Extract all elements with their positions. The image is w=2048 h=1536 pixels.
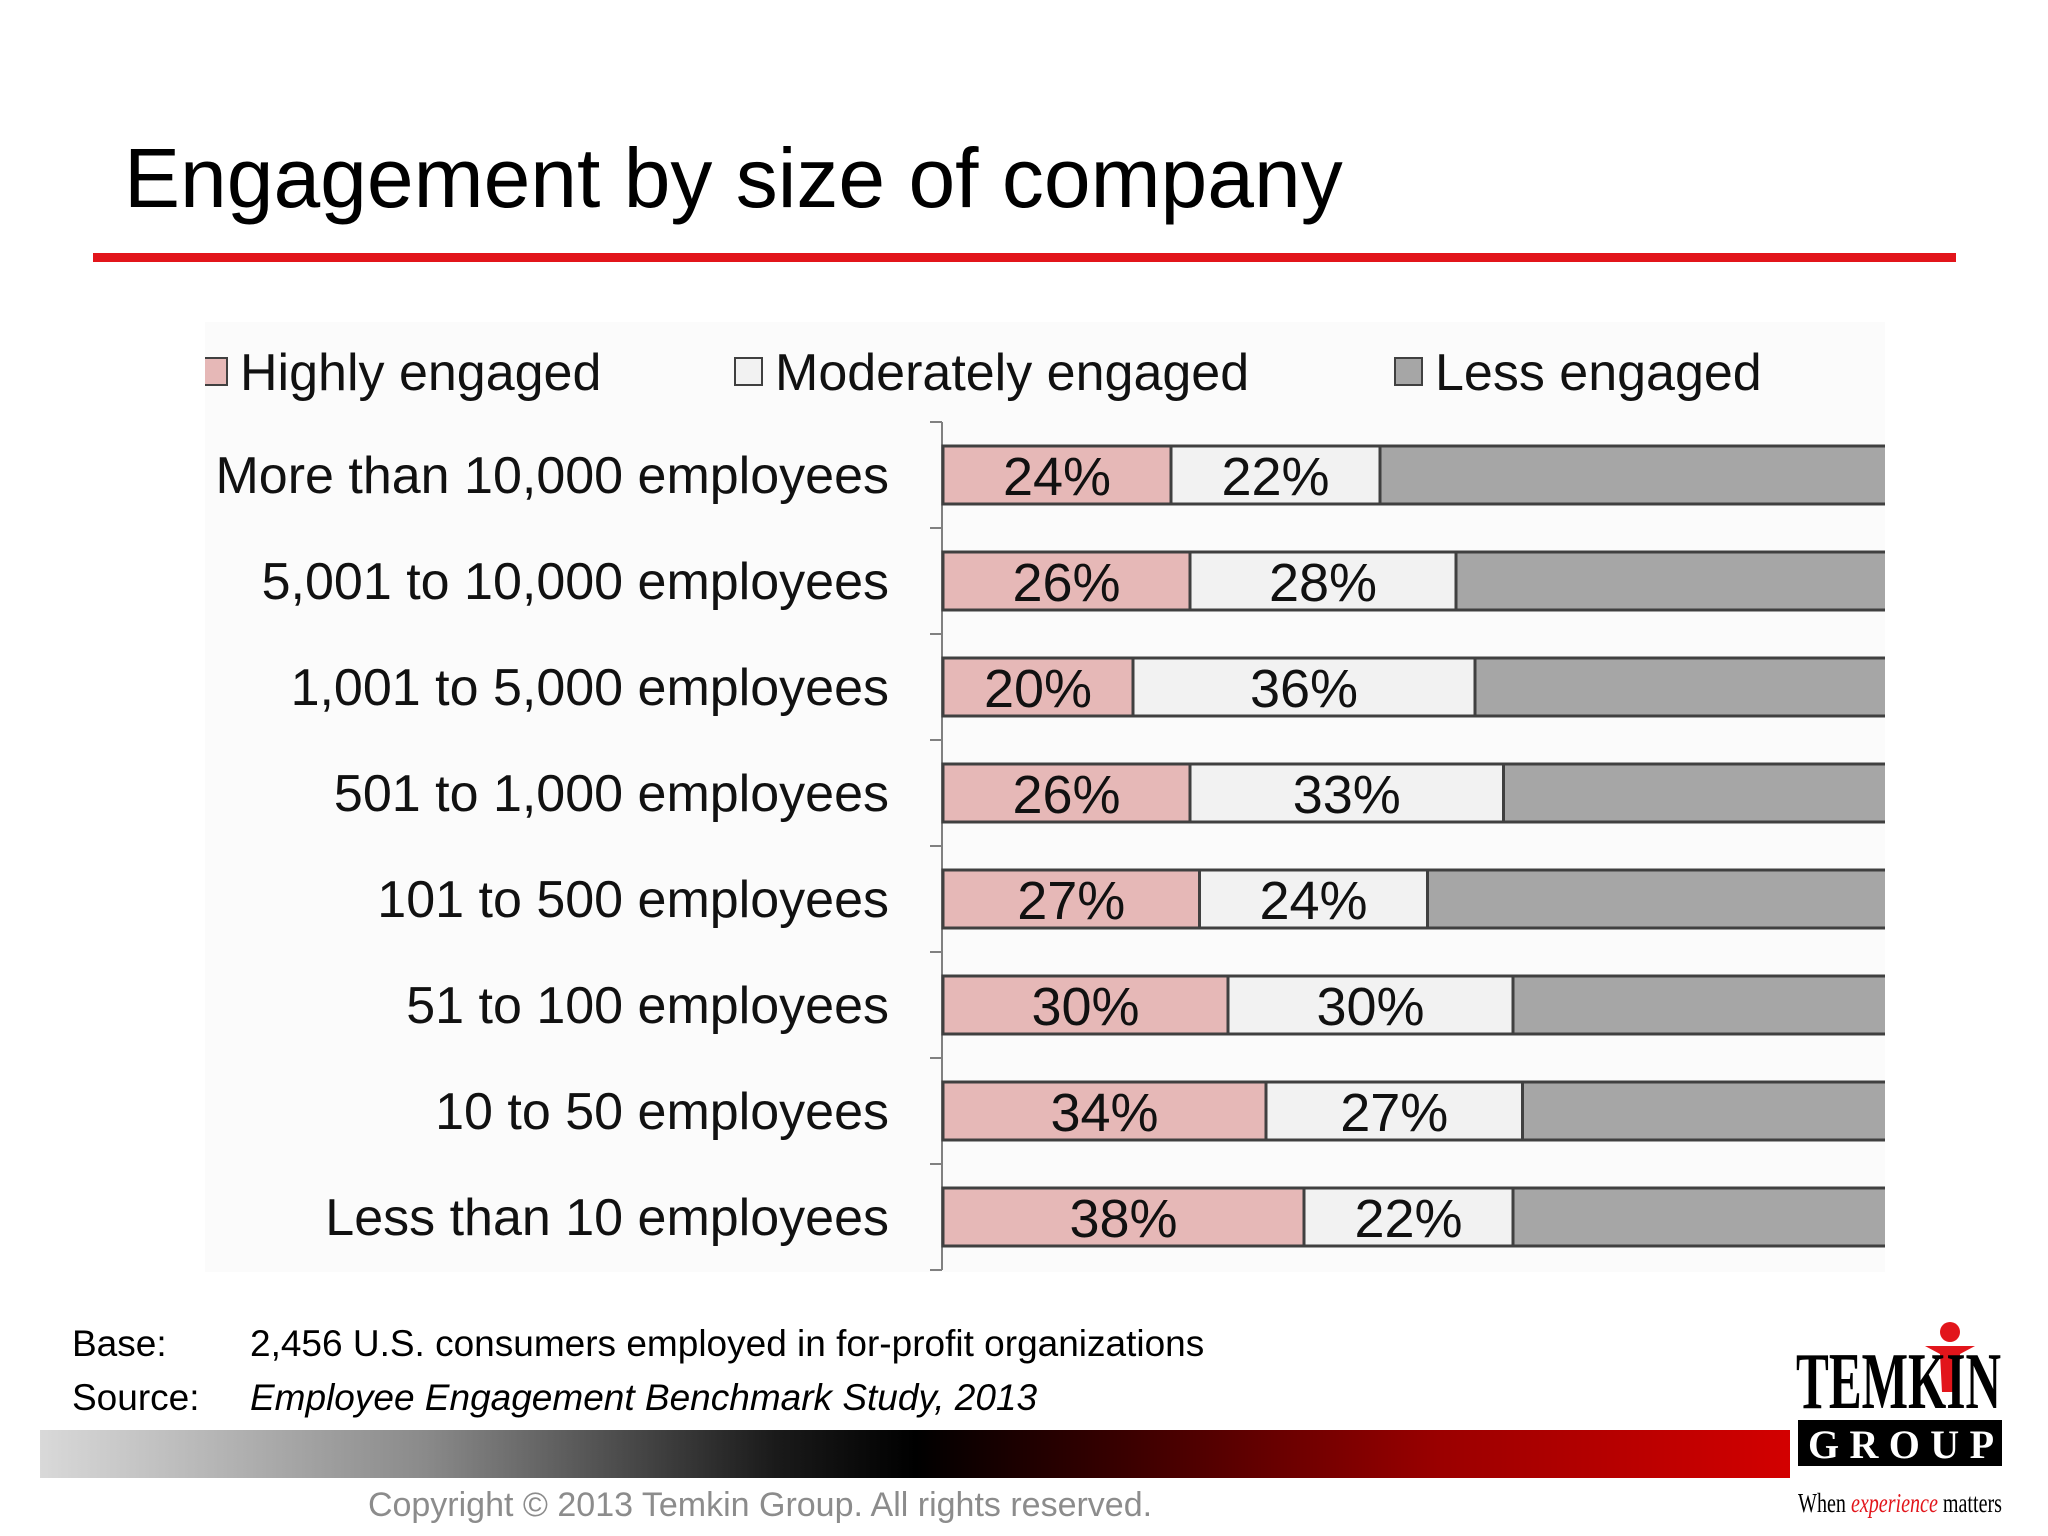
svg-text:When experience matters: When experience matters [1798,1488,2002,1518]
bar-segment [1521,1080,1885,1142]
source-text: Employee Engagement Benchmark Study, 201… [250,1377,1038,1418]
data-label: 30% [1031,977,1139,1037]
data-label: 24% [1259,871,1367,931]
legend-swatch [734,357,763,386]
bar-segment [941,550,1192,612]
logo-tagline-3: matters [1938,1488,2002,1518]
category-label: 101 to 500 employees [377,871,889,929]
base-text: 2,456 U.S. consumers employed in for-pro… [250,1323,1205,1364]
bar-segment [941,656,1135,718]
category-label: 10 to 50 employees [435,1083,889,1141]
data-label: 27% [1017,871,1125,931]
temkin-group-logo: TEMKIN GROUP When experience matters [1790,1312,2010,1532]
bar-segment [941,974,1230,1036]
bar-segment [941,1080,1268,1142]
title-underline [93,253,1956,262]
category-label: 501 to 1,000 employees [334,765,889,823]
data-label: 24% [1003,447,1111,507]
bar-segment [1264,1080,1524,1142]
footer-gradient-band [40,1430,1792,1478]
stacked-bar-chart: Highly engaged Moderately engaged Less eng… [205,344,1885,1271]
bar-segment [941,1186,1306,1248]
footnote-base: Base: 2,456 U.S. consumers employed in fo… [72,1323,1204,1365]
legend-swatch [1394,357,1423,386]
bar-segment [1473,656,1885,718]
bar-segment [1302,1186,1515,1248]
bar-segment [941,762,1192,824]
data-label: 27% [1340,1083,1448,1143]
bar-segment [1511,1186,1885,1248]
data-label: 38% [1069,1189,1177,1249]
bar-segment [1426,868,1885,930]
copyright-text: Copyright © 2013 Temkin Group. All right… [367,1486,1153,1524]
category-label: More than 10,000 employees [215,447,889,505]
category-label: 5,001 to 10,000 employees [262,553,889,611]
data-label: 26% [1012,765,1120,825]
data-label: 26% [1012,553,1120,613]
footnote-source: Source: Employee Engagement Benchmark Stu… [72,1377,1037,1419]
legend-label: Highly engaged [240,344,601,402]
data-label: 22% [1354,1189,1462,1249]
slide-title: Engagement by size of company [124,131,1343,225]
data-label: 33% [1293,765,1401,825]
bar-segment [1188,762,1505,824]
data-label: 28% [1269,553,1377,613]
bar-segment [1169,444,1382,506]
data-label: 20% [984,659,1092,719]
data-label: 22% [1221,447,1329,507]
category-label: Less than 10 employees [325,1189,889,1247]
legend-label: Moderately engaged [775,344,1249,402]
bar-segment [1454,550,1885,612]
base-label: Base: [72,1323,167,1364]
chart-area: Highly engaged Moderately engaged Less eng… [205,322,1885,1272]
data-label: 30% [1316,977,1424,1037]
data-label: 36% [1250,659,1358,719]
bar-segment [1502,762,1885,824]
bar-segment [1198,868,1429,930]
bar-segment [1378,444,1885,506]
bar-segment [1188,550,1458,612]
bar-segment [941,868,1201,930]
category-label: 1,001 to 5,000 employees [291,659,889,717]
bar-segment [1511,974,1885,1036]
legend-label: Less engaged [1435,344,1762,402]
source-label: Source: [72,1377,200,1418]
bar-segment [1131,656,1477,718]
logo-tagline-2: experience [1851,1488,1938,1518]
data-label: 34% [1050,1083,1158,1143]
legend-swatch [205,357,228,386]
logo-word-temkin: TEMKIN [1796,1338,2001,1426]
logo-tagline-1: When [1798,1488,1851,1518]
category-label: 51 to 100 employees [406,977,889,1035]
